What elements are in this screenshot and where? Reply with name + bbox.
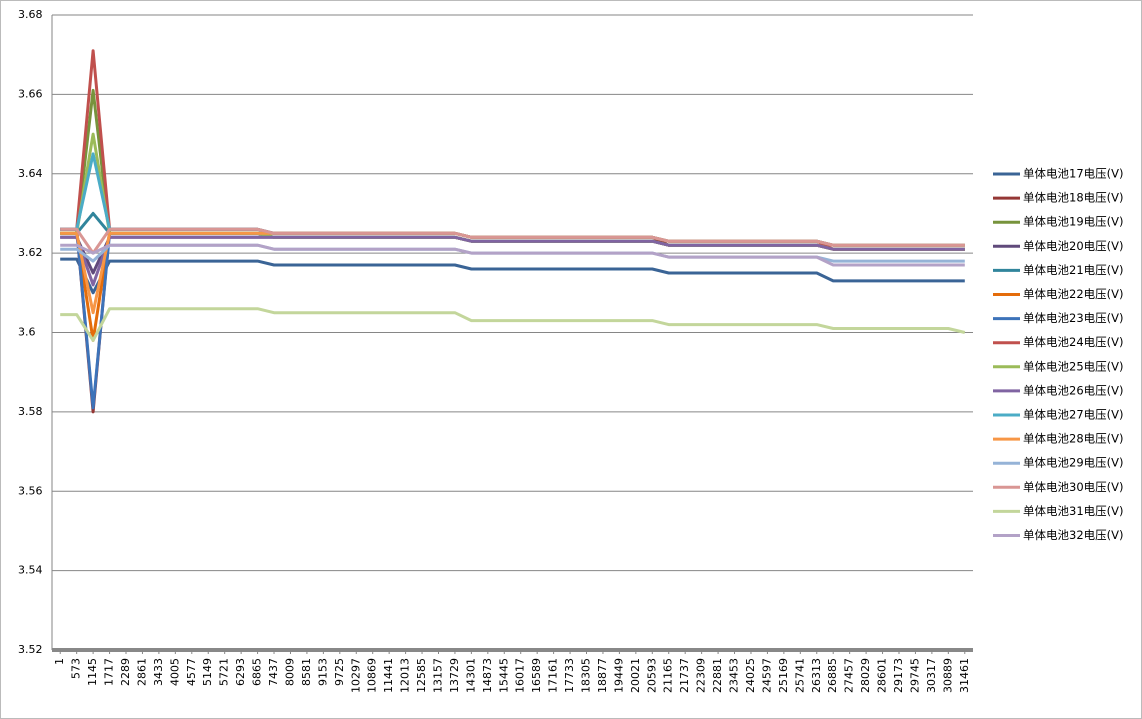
x-tick-label: 15445: [497, 658, 510, 693]
legend-label: 单体电池25电压(V): [1023, 359, 1123, 373]
legend-label: 单体电池29电压(V): [1023, 456, 1123, 470]
x-tick-label: 28601: [876, 658, 889, 693]
series-line: [60, 307, 966, 342]
x-tick-label: 29173: [892, 658, 905, 693]
legend-label: 单体电池32电压(V): [1023, 528, 1123, 542]
x-tick-label: 24025: [744, 658, 757, 693]
legend-label: 单体电池17电压(V): [1023, 167, 1123, 181]
x-tick-label: 8581: [300, 658, 313, 686]
y-tick-label: 3.56: [18, 484, 43, 497]
legend-label: 单体电池28电压(V): [1023, 432, 1123, 446]
y-tick-label: 3.52: [18, 643, 43, 656]
x-tick-label: 28029: [859, 658, 872, 693]
x-tick-label: 2861: [135, 658, 148, 686]
x-tick-label: 26313: [810, 658, 823, 693]
x-tick-label: 1717: [103, 658, 116, 686]
legend-label: 单体电池30电压(V): [1023, 480, 1123, 494]
legend-label: 单体电池20电压(V): [1023, 239, 1123, 253]
x-tick-label: 20593: [645, 658, 658, 693]
x-tick-label: 31461: [958, 658, 971, 693]
series-line: [60, 257, 965, 295]
y-tick-label: 3.66: [18, 87, 43, 100]
x-tick-label: 14873: [481, 658, 494, 693]
y-tick-label: 3.54: [18, 564, 43, 577]
x-tick-label: 9153: [316, 658, 329, 686]
x-tick-label: 3433: [152, 658, 165, 686]
x-tick-label: 2289: [119, 658, 132, 686]
x-tick-label: 18877: [596, 658, 609, 693]
y-tick-label: 3.64: [18, 167, 43, 180]
x-tick-label: 22309: [695, 658, 708, 693]
x-tick-label: 14301: [464, 658, 477, 693]
x-tick-label: 1: [53, 658, 66, 665]
x-tick-label: 573: [70, 658, 83, 679]
x-tick-label: 8009: [283, 658, 296, 686]
x-tick-label: 5149: [201, 658, 214, 686]
x-tick-label: 18305: [580, 658, 593, 693]
legend-label: 单体电池18电压(V): [1023, 191, 1123, 205]
x-tick-label: 30889: [941, 658, 954, 693]
x-tick-label: 30317: [925, 658, 938, 693]
x-tick-label: 7437: [267, 658, 280, 686]
x-tick-label: 5721: [218, 658, 231, 686]
x-tick-label: 21737: [678, 658, 691, 693]
x-tick-label: 4577: [185, 658, 198, 686]
legend-label: 单体电池26电压(V): [1023, 383, 1123, 397]
x-tick-label: 11441: [382, 658, 395, 693]
x-tick-label: 16589: [530, 658, 543, 693]
legend-label: 单体电池24电压(V): [1023, 335, 1123, 349]
x-tick-label: 12013: [399, 658, 412, 693]
x-tick-label: 27457: [843, 658, 856, 693]
y-tick-label: 3.62: [18, 246, 43, 259]
x-tick-label: 6293: [234, 658, 247, 686]
x-tick-label: 10297: [349, 658, 362, 693]
x-tick-label: 17161: [547, 658, 560, 693]
x-tick-label: 10869: [366, 658, 379, 693]
legend-label: 单体电池23电压(V): [1023, 311, 1123, 325]
x-tick-label: 4005: [168, 658, 181, 686]
x-tick-label: 22881: [711, 658, 724, 693]
x-tick-label: 17733: [563, 658, 576, 693]
x-tick-label: 20021: [629, 658, 642, 693]
series-line: [60, 235, 965, 287]
x-tick-label: 25741: [793, 658, 806, 693]
legend-label: 单体电池19电压(V): [1023, 215, 1123, 229]
x-tick-label: 1145: [86, 658, 99, 686]
x-tick-label: 29745: [908, 658, 921, 693]
legend-label: 单体电池22电压(V): [1023, 287, 1123, 301]
y-tick-label: 3.58: [18, 405, 43, 418]
y-tick-label: 3.68: [18, 8, 43, 21]
x-tick-label: 9725: [333, 658, 346, 686]
series-line: [60, 227, 965, 255]
x-tick-label: 12585: [415, 658, 428, 693]
x-tick-label: 13729: [448, 658, 461, 693]
x-tick-label: 24597: [760, 658, 773, 693]
y-tick-label: 3.6: [18, 326, 36, 339]
legend-label: 单体电池27电压(V): [1023, 408, 1123, 422]
x-tick-label: 23453: [728, 658, 741, 693]
series-line: [60, 243, 965, 267]
legend-label: 单体电池21电压(V): [1023, 263, 1123, 277]
x-tick-label: 16017: [514, 658, 527, 693]
x-tick-label: 13157: [431, 658, 444, 693]
x-tick-label: 19449: [612, 658, 625, 693]
x-tick-label: 6865: [251, 658, 264, 686]
x-tick-label: 26885: [826, 658, 839, 693]
legend-label: 单体电池31电压(V): [1023, 504, 1123, 518]
x-tick-label: 25169: [777, 658, 790, 693]
x-tick-label: 21165: [662, 658, 675, 693]
